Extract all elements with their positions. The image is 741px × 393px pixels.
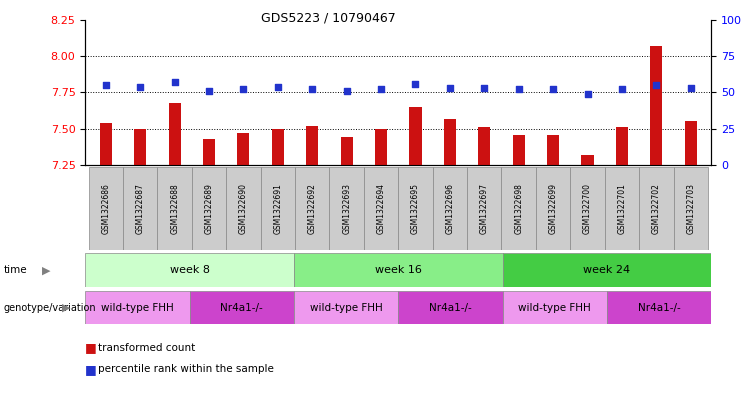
Bar (502, 291, 607, 324)
Text: week 8: week 8 (170, 265, 210, 275)
Text: GSM1322692: GSM1322692 (308, 183, 317, 234)
Text: Nr4a1-/-: Nr4a1-/- (429, 303, 472, 312)
Bar (341, 138, 353, 165)
Bar (85, 253, 294, 287)
Bar (410, 107, 422, 165)
Text: GSM1322693: GSM1322693 (342, 183, 351, 234)
Text: GSM1322702: GSM1322702 (652, 183, 661, 234)
Point (410, 81, 422, 87)
Bar (157, 167, 192, 250)
Text: GDS5223 / 10790467: GDS5223 / 10790467 (261, 12, 395, 25)
Text: GSM1322697: GSM1322697 (479, 183, 489, 234)
Bar (478, 127, 491, 165)
Bar (295, 167, 330, 250)
Text: ■: ■ (85, 363, 101, 376)
Point (547, 86, 559, 93)
Point (651, 82, 662, 88)
Bar (89, 167, 123, 250)
Point (375, 86, 387, 93)
Bar (467, 167, 502, 250)
Bar (100, 123, 112, 165)
Bar (330, 167, 364, 250)
Bar (502, 167, 536, 250)
Bar (674, 167, 708, 250)
Text: GSM1322695: GSM1322695 (411, 183, 420, 234)
Point (444, 85, 456, 91)
Text: genotype/variation: genotype/variation (4, 303, 96, 312)
Text: GSM1322696: GSM1322696 (445, 183, 454, 234)
Bar (272, 129, 284, 165)
Bar (190, 291, 294, 324)
Text: GSM1322686: GSM1322686 (102, 183, 110, 234)
Text: ■: ■ (85, 341, 101, 354)
Bar (226, 167, 261, 250)
Bar (607, 291, 711, 324)
Bar (123, 167, 157, 250)
Bar (261, 167, 295, 250)
Bar (237, 133, 250, 165)
Bar (169, 103, 181, 165)
Text: week 16: week 16 (375, 265, 422, 275)
Bar (536, 167, 571, 250)
Point (134, 83, 146, 90)
Bar (85, 291, 190, 324)
Text: Nr4a1-/-: Nr4a1-/- (638, 303, 680, 312)
Bar (547, 134, 559, 165)
Bar (364, 167, 399, 250)
Point (616, 86, 628, 93)
Bar (192, 167, 226, 250)
Text: GSM1322687: GSM1322687 (136, 183, 144, 234)
Point (513, 86, 525, 93)
Point (203, 88, 215, 94)
Point (341, 88, 353, 94)
Text: Nr4a1-/-: Nr4a1-/- (220, 303, 263, 312)
Bar (399, 291, 502, 324)
Bar (433, 167, 467, 250)
Point (238, 86, 250, 93)
Bar (639, 167, 674, 250)
Text: GSM1322691: GSM1322691 (273, 183, 282, 234)
Bar (294, 291, 398, 324)
Bar (651, 46, 662, 165)
Text: wild-type FHH: wild-type FHH (310, 303, 382, 312)
Text: GSM1322689: GSM1322689 (205, 183, 213, 234)
Point (272, 83, 284, 90)
Text: percentile rank within the sample: percentile rank within the sample (98, 364, 273, 375)
Text: GSM1322688: GSM1322688 (170, 183, 179, 234)
Text: wild-type FHH: wild-type FHH (101, 303, 174, 312)
Bar (502, 253, 711, 287)
Text: GSM1322694: GSM1322694 (376, 183, 385, 234)
Bar (399, 167, 433, 250)
Point (479, 85, 491, 91)
Text: GSM1322699: GSM1322699 (548, 183, 558, 234)
Point (306, 86, 318, 93)
Point (169, 79, 181, 85)
Text: transformed count: transformed count (98, 343, 195, 353)
Text: GSM1322698: GSM1322698 (514, 183, 523, 234)
Text: ▶: ▶ (62, 303, 70, 312)
Text: GSM1322701: GSM1322701 (617, 183, 626, 234)
Point (685, 85, 697, 91)
Bar (513, 134, 525, 165)
Text: wild-type FHH: wild-type FHH (519, 303, 591, 312)
Bar (582, 155, 594, 165)
Bar (685, 121, 697, 165)
Bar (571, 167, 605, 250)
Bar (605, 167, 639, 250)
Point (582, 91, 594, 97)
Text: GSM1322703: GSM1322703 (686, 183, 695, 234)
Text: GSM1322700: GSM1322700 (583, 183, 592, 234)
Bar (134, 129, 146, 165)
Text: GSM1322690: GSM1322690 (239, 183, 248, 234)
Bar (444, 119, 456, 165)
Bar (375, 129, 387, 165)
Text: time: time (4, 265, 27, 275)
Bar (203, 139, 215, 165)
Point (100, 82, 112, 88)
Bar (616, 127, 628, 165)
Text: week 24: week 24 (583, 265, 631, 275)
Bar (294, 253, 502, 287)
Bar (306, 126, 319, 165)
Text: ▶: ▶ (42, 265, 50, 275)
